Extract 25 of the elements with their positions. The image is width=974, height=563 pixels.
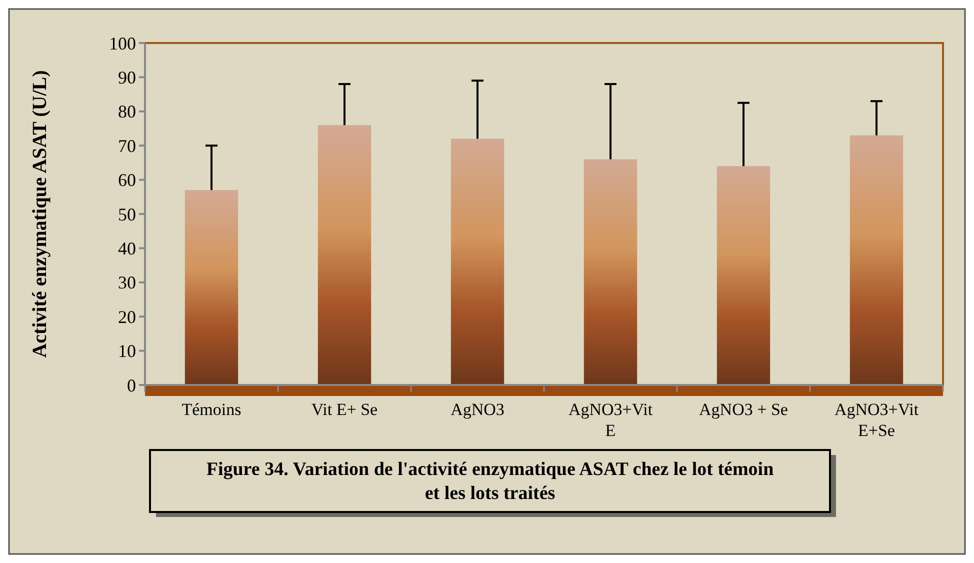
bar xyxy=(450,138,504,385)
x-tick-label: Vit E+ Se xyxy=(311,400,378,419)
bar xyxy=(184,190,238,385)
x-tick-label: AgNO3+Vit E+Se xyxy=(834,400,919,440)
x-tick-label: AgNO3 xyxy=(450,400,504,419)
y-tick-label: 20 xyxy=(118,306,136,327)
bar xyxy=(318,125,372,385)
y-tick-label: 60 xyxy=(118,170,136,190)
y-tick-label: 0 xyxy=(127,375,136,396)
y-tick-label: 70 xyxy=(118,136,136,156)
y-tick-label: 100 xyxy=(109,33,136,54)
y-tick-label: 30 xyxy=(118,272,136,293)
bar xyxy=(716,166,770,385)
y-tick-label: 10 xyxy=(118,341,136,362)
text: Figure 34. Variation de l'activité enzymatique ASAT chez le lot témoin et les lots traités xyxy=(206,459,774,504)
y-tick-label: 40 xyxy=(118,238,136,258)
x-tick-label: AgNO3+Vit E xyxy=(568,400,653,440)
y-axis-title: Activité enzymatique ASAT (U/L) xyxy=(29,70,51,358)
bar xyxy=(584,159,638,385)
x-tick-label: Témoins xyxy=(182,400,242,419)
bar xyxy=(850,135,904,385)
y-tick-label: 50 xyxy=(118,204,136,224)
x-tick-label: AgNO3 + Se xyxy=(699,400,788,419)
y-tick-label: 80 xyxy=(118,102,136,122)
y-tick-label: 90 xyxy=(118,68,136,88)
